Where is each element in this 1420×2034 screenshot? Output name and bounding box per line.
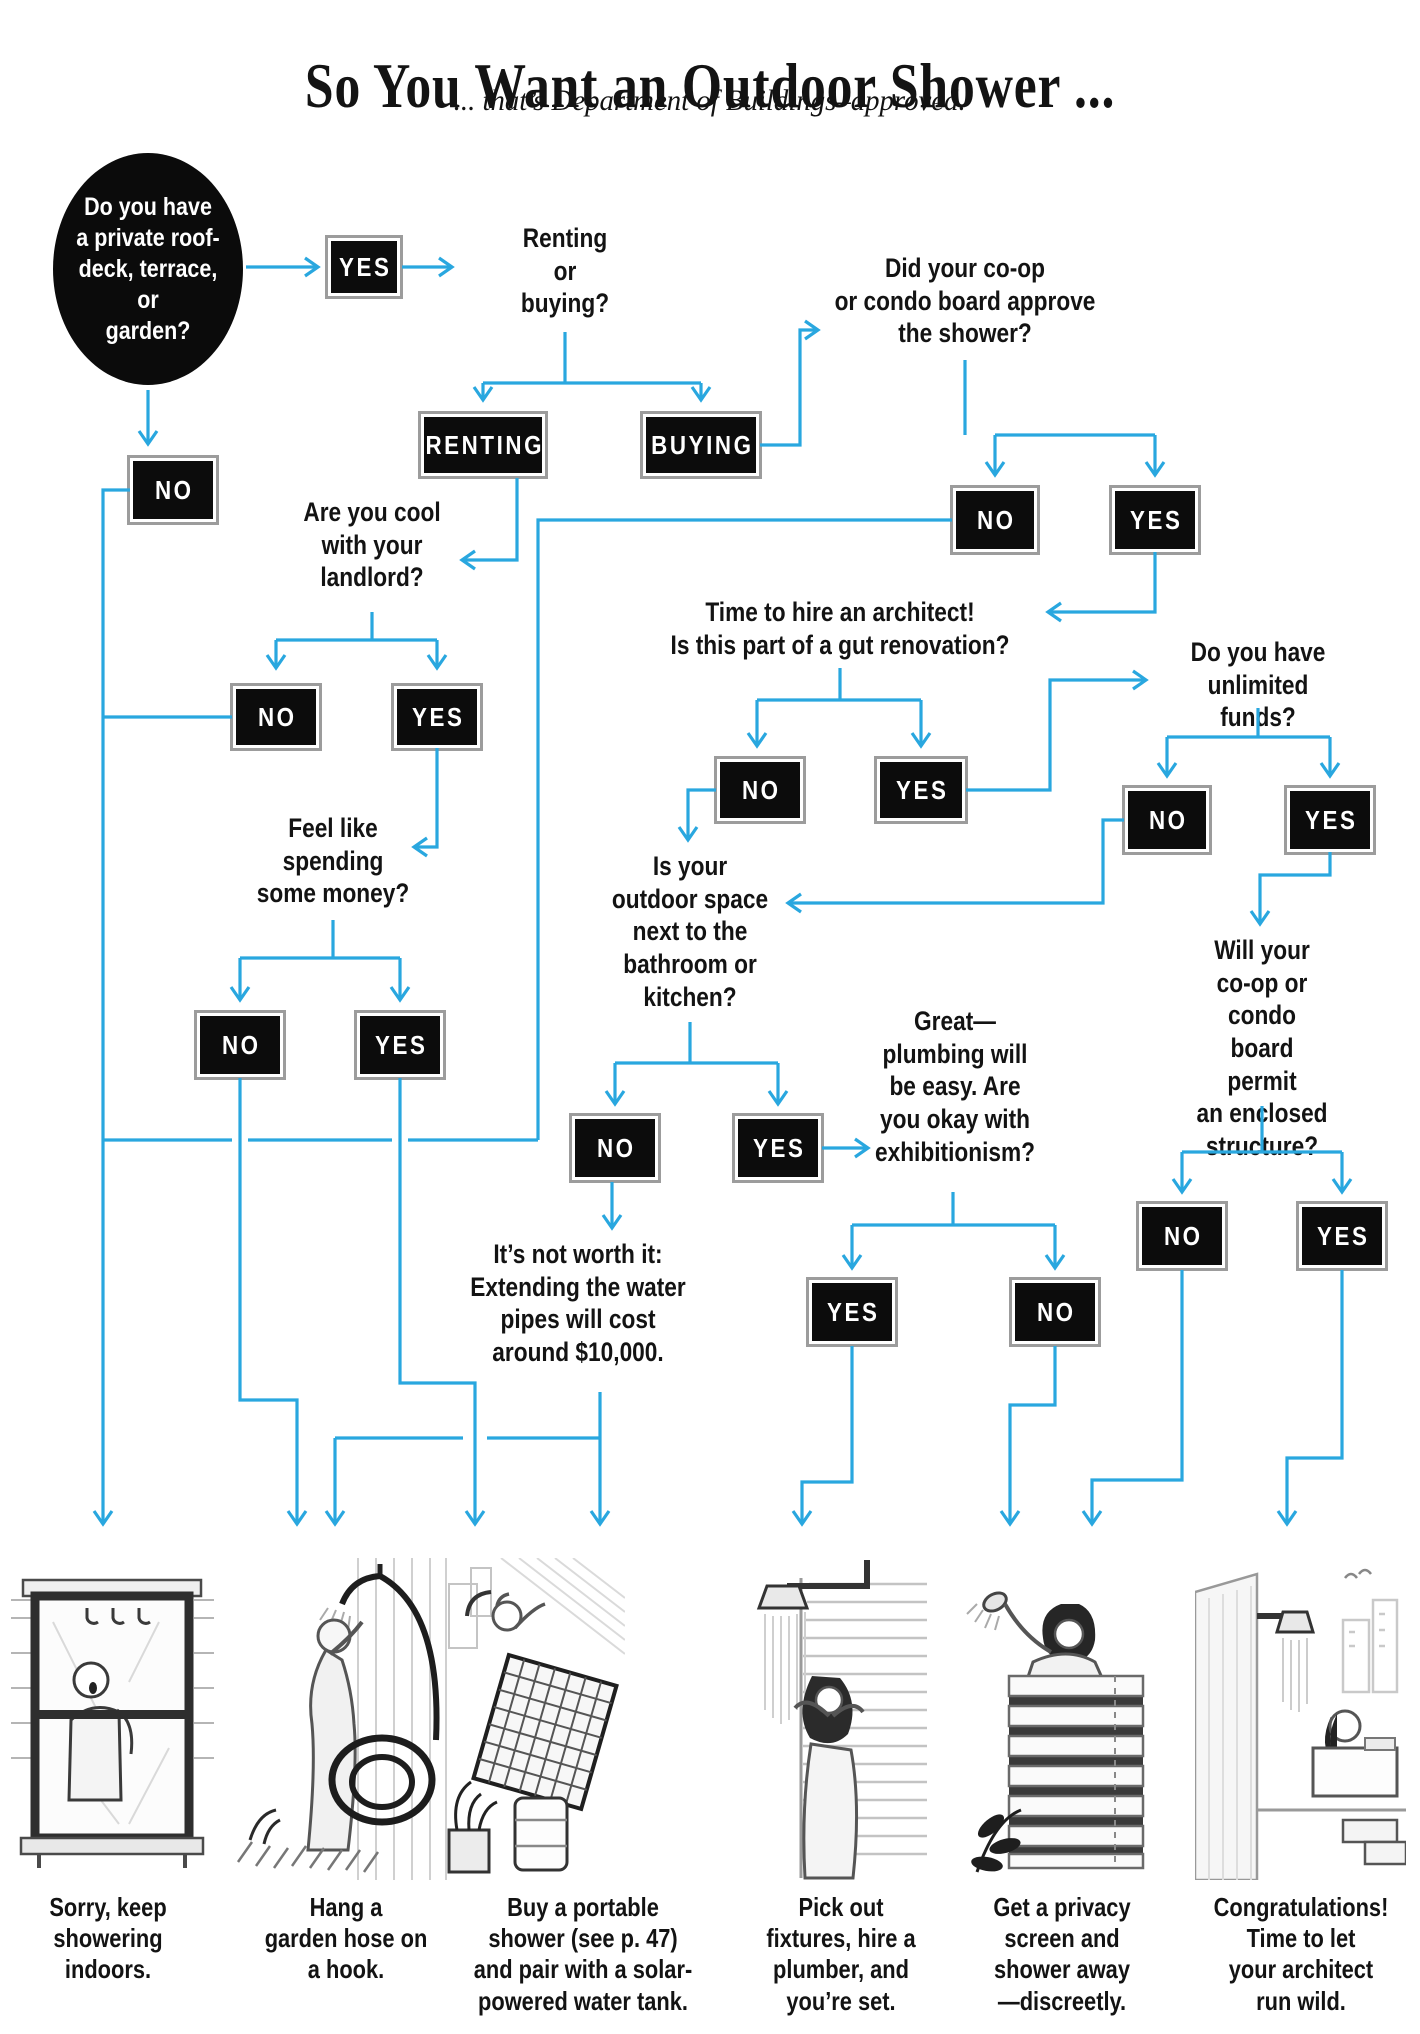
outcome-caption-indoors: Sorry, keep showering indoors. — [49, 1892, 167, 1985]
node-note-pipes-cost: It’s not worth it: Extending the water p… — [470, 1239, 686, 1367]
node-question-architect-gut-renovation: Time to hire an architect! Is this part … — [670, 597, 1010, 660]
edge-moneyno-gardenhose — [238, 1078, 308, 1527]
node-question-enclosed-structure: Will your co-op or condo board permit an… — [1196, 935, 1328, 1161]
badge-funds-no: NO — [1122, 785, 1212, 855]
node-question-outdoor-space: Is your outdoor space next to the bathro… — [611, 851, 769, 1012]
edge-exhibitionyes-plumber — [791, 1346, 854, 1527]
page-subtitle: ... that’s Department of Buildings–appro… — [454, 84, 966, 117]
node-question-coop-approval: Did your co-op or condo board approve th… — [834, 253, 1096, 349]
edge-coopyes-architect — [1045, 552, 1157, 623]
badge-exhibition-no: NO — [1009, 1277, 1101, 1347]
badge-money-no: NO — [194, 1010, 286, 1080]
edge-landlord-split — [265, 612, 448, 671]
edge-fundsyes-enclosed — [1249, 852, 1332, 927]
illustration-shower-indoors — [11, 1578, 214, 1868]
badge-landlord-no: NO — [230, 683, 322, 751]
badge-money-yes: YES — [354, 1010, 446, 1080]
illustration-garden-hose — [236, 1558, 447, 1880]
edge-exhibition-split — [841, 1192, 1066, 1271]
edge-exhibitionno-privacy — [999, 1346, 1057, 1527]
badge-architect-no: NO — [714, 756, 806, 824]
badge-exhibition-yes: YES — [806, 1277, 898, 1347]
badge-landlord-yes: YES — [391, 683, 483, 751]
edge-rentbuy-split — [472, 332, 712, 403]
badge-start-yes: YES — [325, 235, 403, 299]
badge-renting: RENTING — [418, 411, 548, 479]
node-question-landlord: Are you cool with your landlord? — [303, 497, 441, 593]
illustration-privacy-screen — [966, 1591, 1145, 1873]
illustration-portable-solar-shower — [447, 1558, 625, 1874]
edge-enclosedno-privacy — [1081, 1270, 1184, 1527]
badge-start-no: NO — [127, 455, 219, 525]
outcome-caption-architect: Congratulations! Time to let your archit… — [1213, 1892, 1389, 2016]
edge-money-split — [229, 920, 411, 1003]
node-question-exhibitionism: Great— plumbing will be easy. Are you ok… — [874, 1006, 1036, 1167]
edge-architect-split — [746, 668, 932, 749]
node-start: Do you have a private roof- deck, terrac… — [53, 153, 243, 385]
node-question-rent-or-buy: Renting or buying? — [520, 223, 610, 319]
page-title: So You Want an Outdoor Shower ... — [304, 51, 1116, 122]
badge-outdoor-yes: YES — [732, 1113, 824, 1183]
edge-renting-landlord — [459, 478, 519, 571]
badge-coop-yes: YES — [1109, 485, 1201, 555]
outcome-caption-plumber: Pick out fixtures, hire a plumber, and y… — [766, 1892, 916, 2016]
badge-enclosed-yes: YES — [1296, 1201, 1388, 1271]
edge-fundsno-outdoor — [785, 818, 1124, 914]
illustration-plumbed-shower — [756, 1560, 927, 1880]
edge-outdoor-split — [604, 1022, 789, 1107]
outcome-caption-privacy-screen: Get a privacy screen and shower away —di… — [993, 1892, 1131, 2016]
badge-buying: BUYING — [640, 411, 762, 479]
illustration-rooftop-architect-shower — [1195, 1568, 1406, 1880]
edge-architectno-outdoor — [677, 788, 716, 843]
badge-funds-yes: YES — [1284, 785, 1376, 855]
badge-enclosed-no: NO — [1136, 1201, 1228, 1271]
node-question-spending-money: Feel like spending some money? — [256, 813, 410, 909]
edge-coop-split — [963, 360, 1166, 478]
edge-architectyes-funds — [966, 669, 1149, 792]
outcome-caption-garden-hose: Hang a garden hose on a hook. — [264, 1892, 428, 1985]
outcome-caption-portable-shower: Buy a portable shower (see p. 47) and pa… — [473, 1892, 693, 2016]
badge-architect-yes: YES — [874, 756, 968, 824]
badge-coop-no: NO — [950, 485, 1040, 555]
badge-outdoor-no: NO — [569, 1113, 661, 1183]
edge-enclosedyes-architect — [1276, 1270, 1344, 1527]
edge-note-gardenhose — [324, 1436, 600, 1527]
node-question-unlimited-funds: Do you have unlimited funds? — [1190, 637, 1326, 733]
